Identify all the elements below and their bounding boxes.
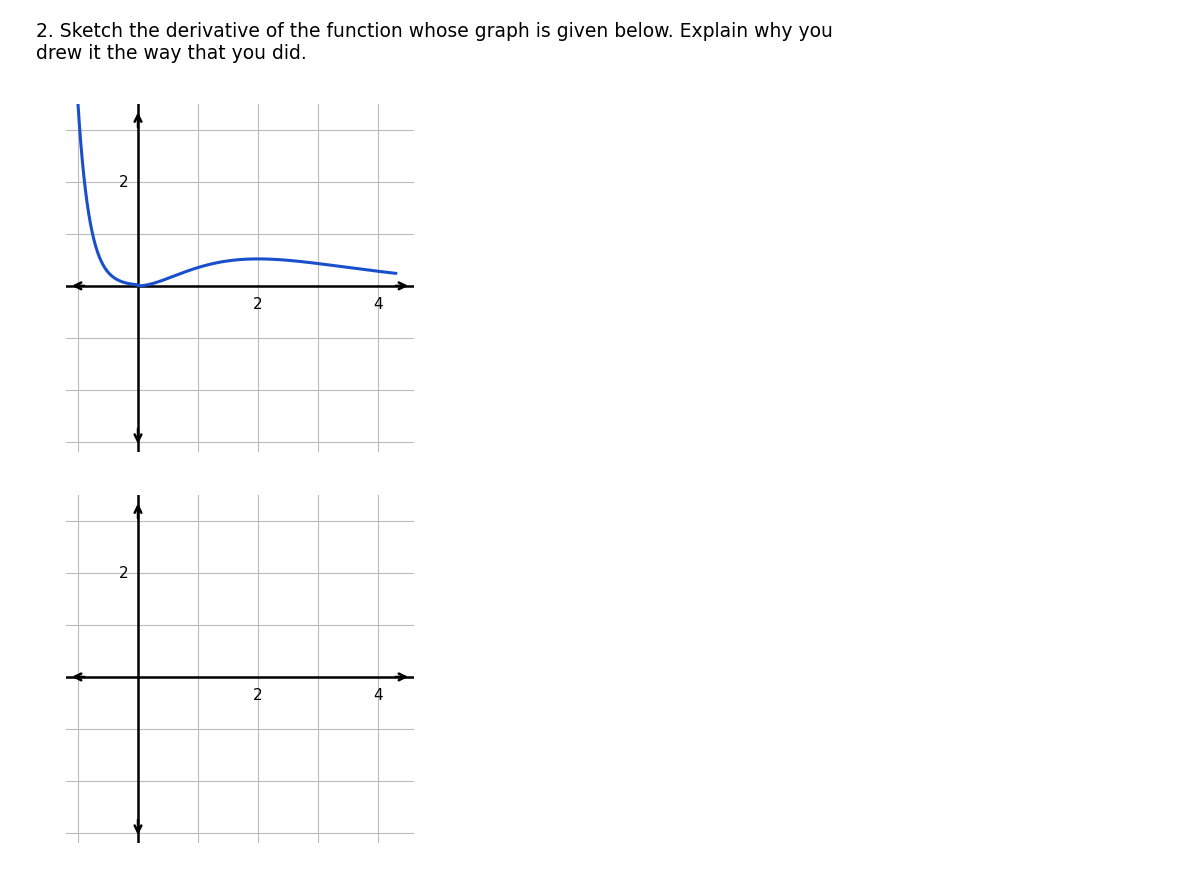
Text: 2: 2 [253, 297, 263, 312]
Text: 2: 2 [119, 566, 130, 580]
Text: 4: 4 [373, 688, 383, 703]
Text: 2: 2 [253, 688, 263, 703]
Text: 2. Sketch the derivative of the function whose graph is given below. Explain why: 2. Sketch the derivative of the function… [36, 22, 833, 63]
Text: 2: 2 [119, 175, 130, 189]
Text: 4: 4 [373, 297, 383, 312]
